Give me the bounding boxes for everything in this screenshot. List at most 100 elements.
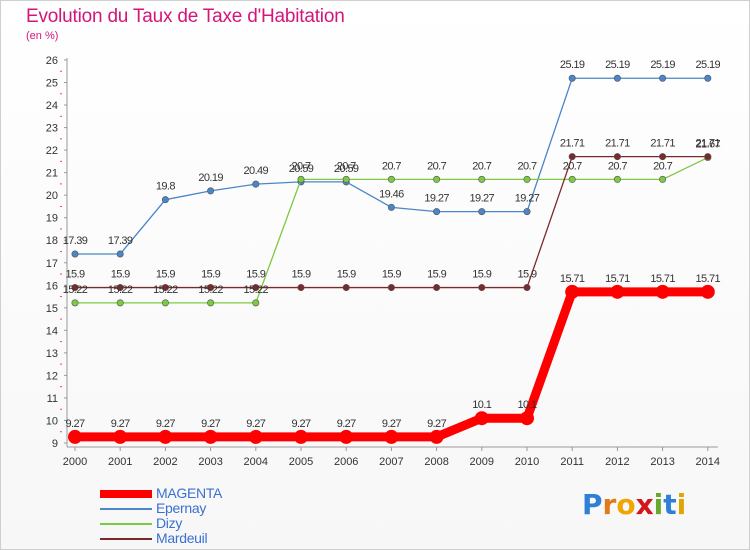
data-point-magenta bbox=[520, 411, 534, 426]
x-tick-label: 2013 bbox=[650, 456, 674, 468]
data-label-mardeuil: 15.9 bbox=[472, 269, 491, 281]
data-point-dizy bbox=[71, 299, 79, 307]
data-label-magenta: 9.27 bbox=[427, 418, 446, 430]
y-tick-label: 13 bbox=[46, 348, 58, 360]
data-label-dizy: 15.22 bbox=[198, 284, 223, 296]
y-tick-label: 25 bbox=[46, 78, 58, 90]
data-label-mardeuil: 21.71 bbox=[650, 138, 675, 150]
x-tick-label: 2012 bbox=[605, 456, 629, 468]
x-tick-label: 2000 bbox=[63, 456, 87, 468]
y-tick-label: 10 bbox=[46, 415, 58, 427]
legend-swatch bbox=[100, 490, 152, 498]
data-point-epernay bbox=[568, 74, 576, 82]
data-point-magenta bbox=[294, 429, 308, 444]
data-point-magenta bbox=[610, 284, 625, 299]
data-point-mardeuil bbox=[71, 284, 79, 292]
data-point-magenta bbox=[113, 429, 128, 444]
data-point-mardeuil bbox=[433, 284, 441, 292]
data-label-dizy: 15.22 bbox=[108, 284, 133, 296]
y-tick-label: 11 bbox=[47, 393, 58, 405]
data-label-mardeuil: 21.71 bbox=[696, 138, 721, 150]
logo-letter: o bbox=[616, 488, 636, 521]
legend-swatch bbox=[100, 523, 152, 525]
data-point-epernay bbox=[613, 74, 621, 82]
y-tick-label: 26 bbox=[46, 55, 58, 67]
data-label-dizy: 21.67 bbox=[696, 139, 721, 151]
y-tick-label: 14 bbox=[46, 325, 58, 337]
data-point-epernay bbox=[704, 74, 712, 82]
data-label-magenta: 10.1 bbox=[517, 399, 536, 411]
data-label-magenta: 15.71 bbox=[605, 273, 630, 285]
data-point-mardeuil bbox=[207, 284, 215, 292]
legend-label: MAGENTA bbox=[156, 485, 223, 501]
x-tick-label: 2008 bbox=[424, 456, 448, 468]
chart-title: Evolution du Taux de Taxe d'Habitation bbox=[26, 6, 345, 27]
data-label-mardeuil: 15.9 bbox=[246, 269, 265, 281]
logo-letter: i bbox=[653, 488, 664, 521]
data-point-magenta bbox=[384, 429, 399, 444]
data-label-magenta: 9.27 bbox=[337, 418, 356, 430]
data-label-magenta: 15.71 bbox=[696, 273, 721, 285]
data-label-epernay: 20.19 bbox=[198, 172, 223, 184]
data-point-epernay bbox=[161, 196, 169, 204]
data-label-epernay: 25.19 bbox=[605, 59, 630, 71]
data-label-magenta: 9.27 bbox=[246, 418, 265, 430]
data-label-magenta: 9.27 bbox=[65, 418, 84, 430]
data-label-magenta: 9.27 bbox=[156, 418, 175, 430]
y-tick-label: 17 bbox=[46, 258, 58, 270]
data-point-epernay bbox=[71, 250, 79, 258]
data-point-magenta bbox=[655, 284, 670, 299]
data-label-epernay: 17.39 bbox=[108, 235, 133, 247]
data-point-epernay bbox=[523, 208, 531, 216]
logo-letter: i bbox=[676, 488, 687, 521]
data-label-epernay: 19.46 bbox=[379, 188, 404, 200]
logo-letter: r bbox=[602, 488, 617, 521]
data-point-dizy bbox=[207, 299, 215, 307]
legend-swatch bbox=[100, 538, 152, 540]
data-point-mardeuil bbox=[116, 284, 124, 292]
data-point-dizy bbox=[342, 175, 350, 183]
x-tick-label: 2004 bbox=[244, 456, 268, 468]
data-point-magenta bbox=[68, 429, 82, 444]
data-label-mardeuil: 21.71 bbox=[560, 138, 585, 150]
data-point-epernay bbox=[252, 180, 260, 188]
data-label-dizy: 20.7 bbox=[382, 160, 401, 172]
data-point-magenta bbox=[203, 429, 218, 444]
data-label-mardeuil: 15.9 bbox=[65, 269, 84, 281]
series-line-magenta bbox=[70, 287, 713, 442]
data-label-epernay: 19.27 bbox=[470, 193, 495, 205]
data-label-epernay: 20.49 bbox=[244, 165, 269, 177]
data-label-magenta: 10.1 bbox=[472, 399, 491, 411]
logo-letter: P bbox=[582, 488, 603, 521]
data-label-mardeuil: 21.71 bbox=[605, 138, 630, 150]
data-point-dizy bbox=[116, 299, 124, 307]
data-label-mardeuil: 15.9 bbox=[291, 269, 310, 281]
data-point-mardeuil bbox=[297, 284, 305, 292]
x-tick-label: 2001 bbox=[108, 456, 132, 468]
y-tick-label: 16 bbox=[46, 280, 58, 292]
data-label-epernay: 19.27 bbox=[515, 193, 540, 205]
data-label-dizy: 20.7 bbox=[337, 160, 356, 172]
data-label-epernay: 19.27 bbox=[424, 193, 449, 205]
data-point-dizy bbox=[568, 175, 576, 183]
data-label-epernay: 25.19 bbox=[650, 59, 675, 71]
data-label-magenta: 9.27 bbox=[111, 418, 130, 430]
data-point-epernay bbox=[116, 250, 124, 258]
data-point-mardeuil bbox=[613, 153, 621, 161]
x-tick-label: 2002 bbox=[153, 456, 177, 468]
data-label-mardeuil: 15.9 bbox=[111, 269, 130, 281]
data-label-dizy: 20.7 bbox=[517, 160, 536, 172]
data-label-magenta: 9.27 bbox=[382, 418, 401, 430]
data-point-magenta bbox=[248, 429, 263, 444]
data-label-dizy: 20.7 bbox=[291, 160, 310, 172]
data-point-epernay bbox=[387, 203, 395, 211]
data-label-magenta: 9.27 bbox=[201, 418, 220, 430]
data-point-dizy bbox=[659, 175, 667, 183]
data-label-dizy: 20.7 bbox=[608, 160, 627, 172]
data-point-mardeuil bbox=[478, 284, 486, 292]
data-label-dizy: 20.7 bbox=[563, 160, 582, 172]
data-label-mardeuil: 15.9 bbox=[382, 269, 401, 281]
legend-swatch bbox=[100, 508, 152, 510]
data-point-mardeuil bbox=[342, 284, 350, 292]
data-label-dizy: 20.7 bbox=[427, 160, 446, 172]
